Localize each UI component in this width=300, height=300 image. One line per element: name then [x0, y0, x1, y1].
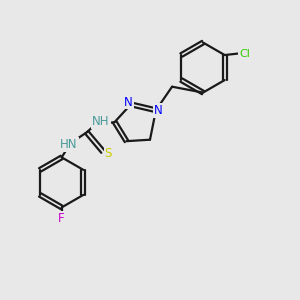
Text: N: N — [124, 95, 133, 109]
Text: NH: NH — [92, 115, 110, 128]
Text: F: F — [58, 212, 65, 225]
Text: S: S — [104, 147, 112, 160]
Text: N: N — [154, 104, 163, 117]
Text: Cl: Cl — [239, 49, 250, 58]
Text: HN: HN — [60, 138, 78, 151]
